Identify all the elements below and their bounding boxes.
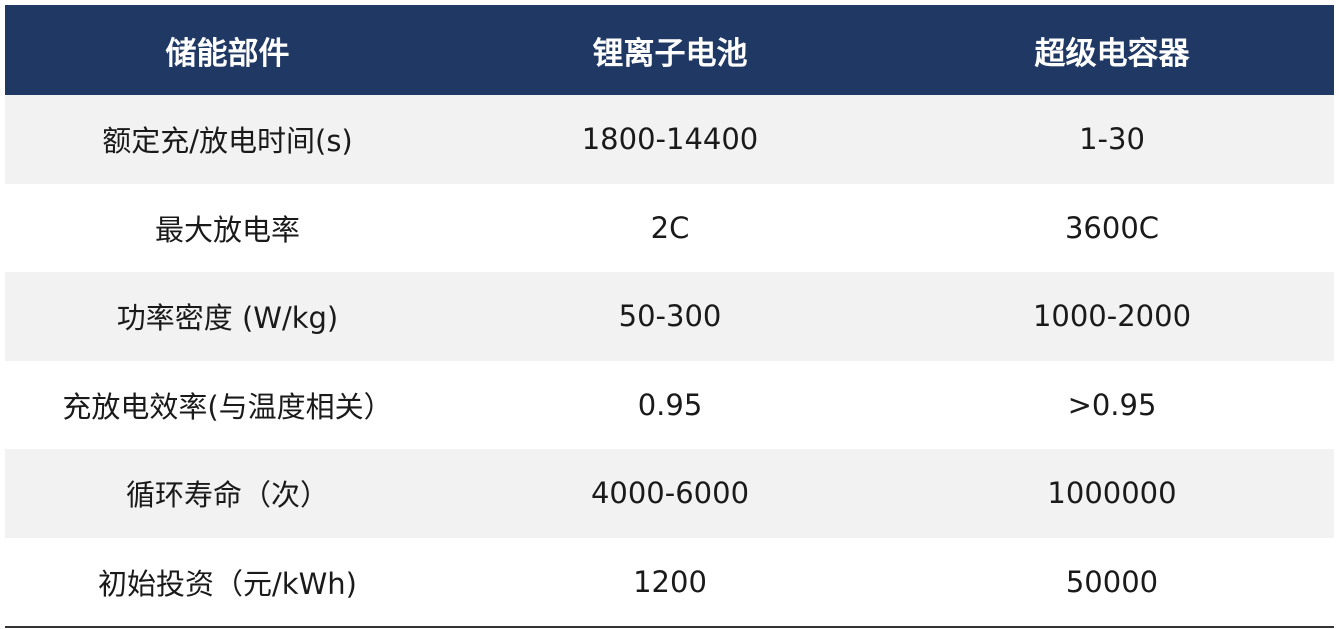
table-cell: 充放电效率(与温度相关） — [62, 389, 393, 424]
table-cell: 1200 — [450, 537, 890, 628]
table-row: 充放电效率(与温度相关） 0.95 >0.95 — [5, 361, 1334, 450]
table-cell: 0.95 — [637, 387, 703, 422]
table-cell: 最大放电率 — [154, 212, 300, 247]
comparison-table: 储能部件 锂离子电池 超级电容器 额定充/放电时间(s) 1800-14400 1-30… — [5, 5, 1334, 628]
table-cell: 1000-2000 — [890, 272, 1334, 361]
table-cell: 4000-6000 — [450, 449, 890, 538]
table-cell: 1800-14400 — [450, 95, 890, 184]
header-cell: 超级电容器 — [890, 5, 1334, 95]
table-row: 功率密度 (W/kg) 50-300 1000-2000 — [5, 272, 1334, 361]
table-cell: 1-30 — [890, 95, 1334, 184]
table-cell: 初始投资（元/kWh) — [5, 537, 450, 628]
table-cell: 功率密度 (W/kg) — [5, 272, 450, 361]
table-row: 循环寿命（次） 4000-6000 1000000 — [5, 449, 1334, 538]
table-cell: 50-300 — [450, 272, 890, 361]
table-cell: 额定充/放电时间(s) — [5, 95, 450, 184]
table-cell: >0.95 — [1067, 387, 1157, 422]
header-cell: 锂离子电池 — [450, 5, 890, 95]
header-row: 储能部件 锂离子电池 超级电容器 — [5, 5, 1334, 95]
table-row: 额定充/放电时间(s) 1800-14400 1-30 — [5, 95, 1334, 184]
table-row: 最大放电率 2C 3600C — [5, 184, 1334, 273]
table-cell: 3600C — [1064, 210, 1160, 245]
header-cell: 储能部件 — [5, 5, 450, 95]
table-cell: 50000 — [890, 537, 1334, 628]
table-container: 储能部件 锂离子电池 超级电容器 额定充/放电时间(s) 1800-14400 1-30… — [5, 5, 1334, 628]
table-row: 初始投资（元/kWh) 1200 50000 — [5, 537, 1334, 628]
table-cell: 循环寿命（次） — [5, 449, 450, 538]
table-cell: 1000000 — [890, 449, 1334, 538]
table-body: 额定充/放电时间(s) 1800-14400 1-30 最大放电率 2C 3600C 功率密… — [5, 95, 1334, 628]
table-cell: 2C — [650, 210, 690, 245]
